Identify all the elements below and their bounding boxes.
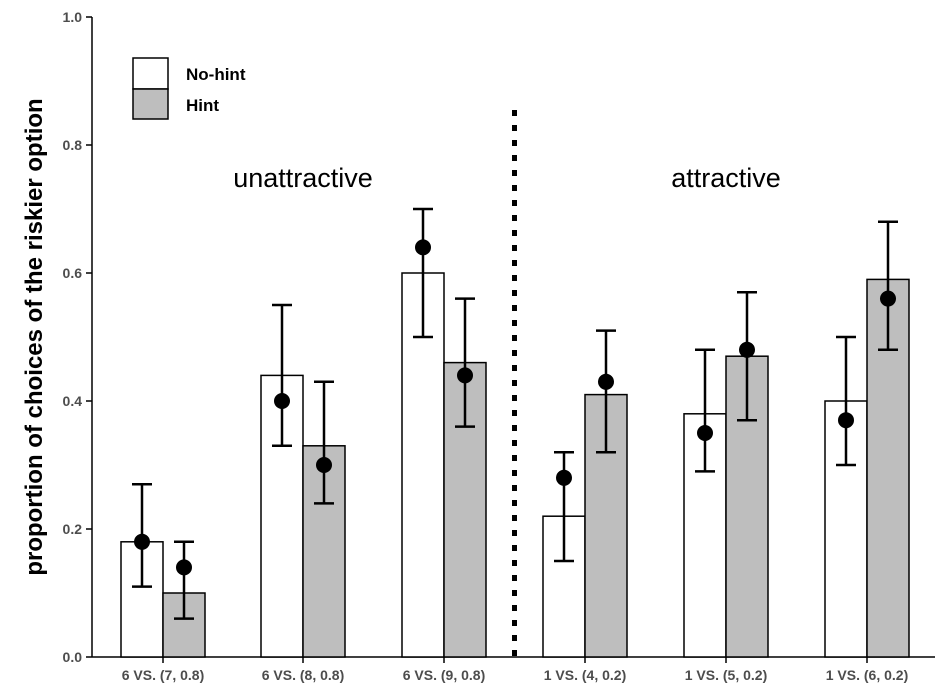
point-hint bbox=[457, 367, 473, 384]
point-no-hint bbox=[415, 239, 431, 256]
axes: 0.0 0.2 0.4 0.6 0.8 1.0 6 VS. (7, 0.8) 6 VS. (8… bbox=[63, 9, 935, 683]
legend-swatch-no-hint bbox=[132, 57, 169, 90]
legend-label-no-hint: No-hint bbox=[186, 65, 246, 84]
legend: No-hint Hint bbox=[132, 57, 246, 120]
point-hint bbox=[176, 559, 192, 576]
point-hint bbox=[316, 457, 332, 473]
y-tick-label: 0.8 bbox=[63, 137, 83, 153]
annotation-attractive: attractive bbox=[671, 163, 781, 193]
y-tick-label: 0.0 bbox=[63, 649, 83, 665]
point-hint bbox=[598, 373, 614, 390]
x-tick-label: 6 VS. (9, 0.8) bbox=[403, 667, 485, 683]
legend-swatch-hint bbox=[132, 88, 169, 120]
points bbox=[134, 239, 896, 576]
annotation-unattractive: unattractive bbox=[233, 163, 373, 193]
y-axis-label: proportion of choices of the riskier opt… bbox=[21, 98, 48, 575]
point-hint bbox=[880, 290, 896, 307]
x-tick-label: 6 VS. (8, 0.8) bbox=[262, 667, 344, 683]
y-tick-label: 1.0 bbox=[63, 9, 83, 25]
bars bbox=[120, 272, 910, 658]
y-tick-label: 0.6 bbox=[63, 265, 83, 281]
x-tick-label: 6 VS. (7, 0.8) bbox=[122, 667, 204, 683]
point-hint bbox=[739, 341, 755, 358]
point-no-hint bbox=[134, 533, 150, 550]
x-tick-label: 1 VS. (6, 0.2) bbox=[826, 667, 908, 683]
legend-label-hint: Hint bbox=[186, 96, 219, 115]
x-tick-label: 1 VS. (5, 0.2) bbox=[685, 667, 767, 683]
point-no-hint bbox=[697, 425, 713, 441]
point-no-hint bbox=[838, 412, 854, 429]
x-tick-label: 1 VS. (4, 0.2) bbox=[544, 667, 626, 683]
y-tick-label: 0.4 bbox=[63, 393, 83, 409]
point-no-hint bbox=[556, 469, 572, 486]
y-tick-label: 0.2 bbox=[63, 521, 83, 537]
point-no-hint bbox=[274, 393, 290, 409]
